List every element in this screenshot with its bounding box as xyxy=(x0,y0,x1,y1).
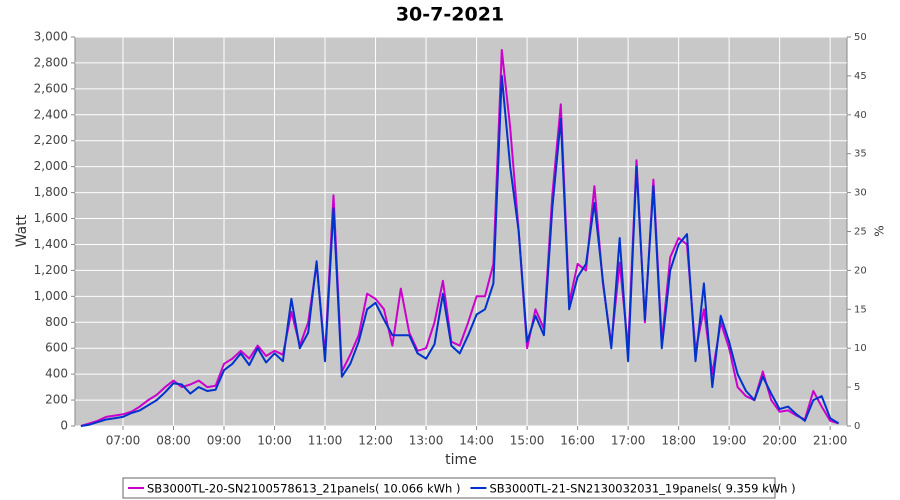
legend-label: SB3000TL-21-SN2130032031_19panels( 9.359… xyxy=(489,482,795,496)
y-tick-label: 2,800 xyxy=(34,55,68,69)
y-tick-label: 1,800 xyxy=(34,185,68,199)
y-tick-label: 0 xyxy=(60,419,68,433)
y2-tick-label: 45 xyxy=(854,71,867,82)
x-tick-label: 08:00 xyxy=(156,434,191,448)
y-tick-label: 2,200 xyxy=(34,133,68,147)
y2-tick-label: 15 xyxy=(854,304,867,315)
y-tick-label: 2,600 xyxy=(34,81,68,95)
y-tick-label: 400 xyxy=(45,367,68,381)
x-tick-label: 11:00 xyxy=(308,434,343,448)
y2-tick-label: 40 xyxy=(854,110,867,121)
x-tick-label: 20:00 xyxy=(762,434,797,448)
x-tick-label: 15:00 xyxy=(510,434,545,448)
x-tick-label: 18:00 xyxy=(661,434,696,448)
legend-box xyxy=(122,477,776,499)
y-tick-label: 1,000 xyxy=(34,289,68,303)
x-tick-label: 19:00 xyxy=(712,434,747,448)
x-tick-label: 09:00 xyxy=(207,434,242,448)
y2-tick-label: 50 xyxy=(854,32,867,43)
x-tick-label: 13:00 xyxy=(409,434,444,448)
y2-tick-label: 0 xyxy=(854,421,860,432)
y-axis-label: Watt xyxy=(14,214,30,247)
x-axis-label: time xyxy=(445,452,477,468)
y2-tick-label: 25 xyxy=(854,227,867,238)
y2-tick-label: 35 xyxy=(854,149,867,160)
y-tick-label: 1,400 xyxy=(34,237,68,251)
plot-area xyxy=(74,36,848,427)
y-tick-label: 200 xyxy=(45,393,68,407)
y-tick-label: 600 xyxy=(45,341,68,355)
y2-tick-label: 5 xyxy=(854,382,860,393)
chart-title: 30-7-2021 xyxy=(396,4,504,26)
legend-label: SB3000TL-20-SN2100578613_21panels( 10.06… xyxy=(147,482,460,496)
x-tick-label: 14:00 xyxy=(459,434,494,448)
y2-tick-label: 20 xyxy=(854,265,867,276)
x-tick-label: 21:00 xyxy=(813,434,848,448)
y2-tick-label: 30 xyxy=(854,188,867,199)
y-tick-label: 800 xyxy=(45,315,68,329)
x-tick-label: 10:00 xyxy=(257,434,292,448)
y2-axis-label: % xyxy=(873,225,887,236)
x-tick-label: 16:00 xyxy=(560,434,595,448)
x-tick-label: 07:00 xyxy=(106,434,141,448)
y-tick-label: 2,000 xyxy=(34,159,68,173)
series-line xyxy=(80,49,839,427)
y-tick-label: 1,200 xyxy=(34,263,68,277)
x-tick-label: 17:00 xyxy=(611,434,646,448)
y2-tick-label: 10 xyxy=(854,343,867,354)
x-tick-label: 12:00 xyxy=(358,434,393,448)
series-line xyxy=(80,74,840,427)
y-tick-label: 1,600 xyxy=(34,211,68,225)
y-tick-label: 3,000 xyxy=(34,30,68,44)
y-tick-label: 2,400 xyxy=(34,107,68,121)
